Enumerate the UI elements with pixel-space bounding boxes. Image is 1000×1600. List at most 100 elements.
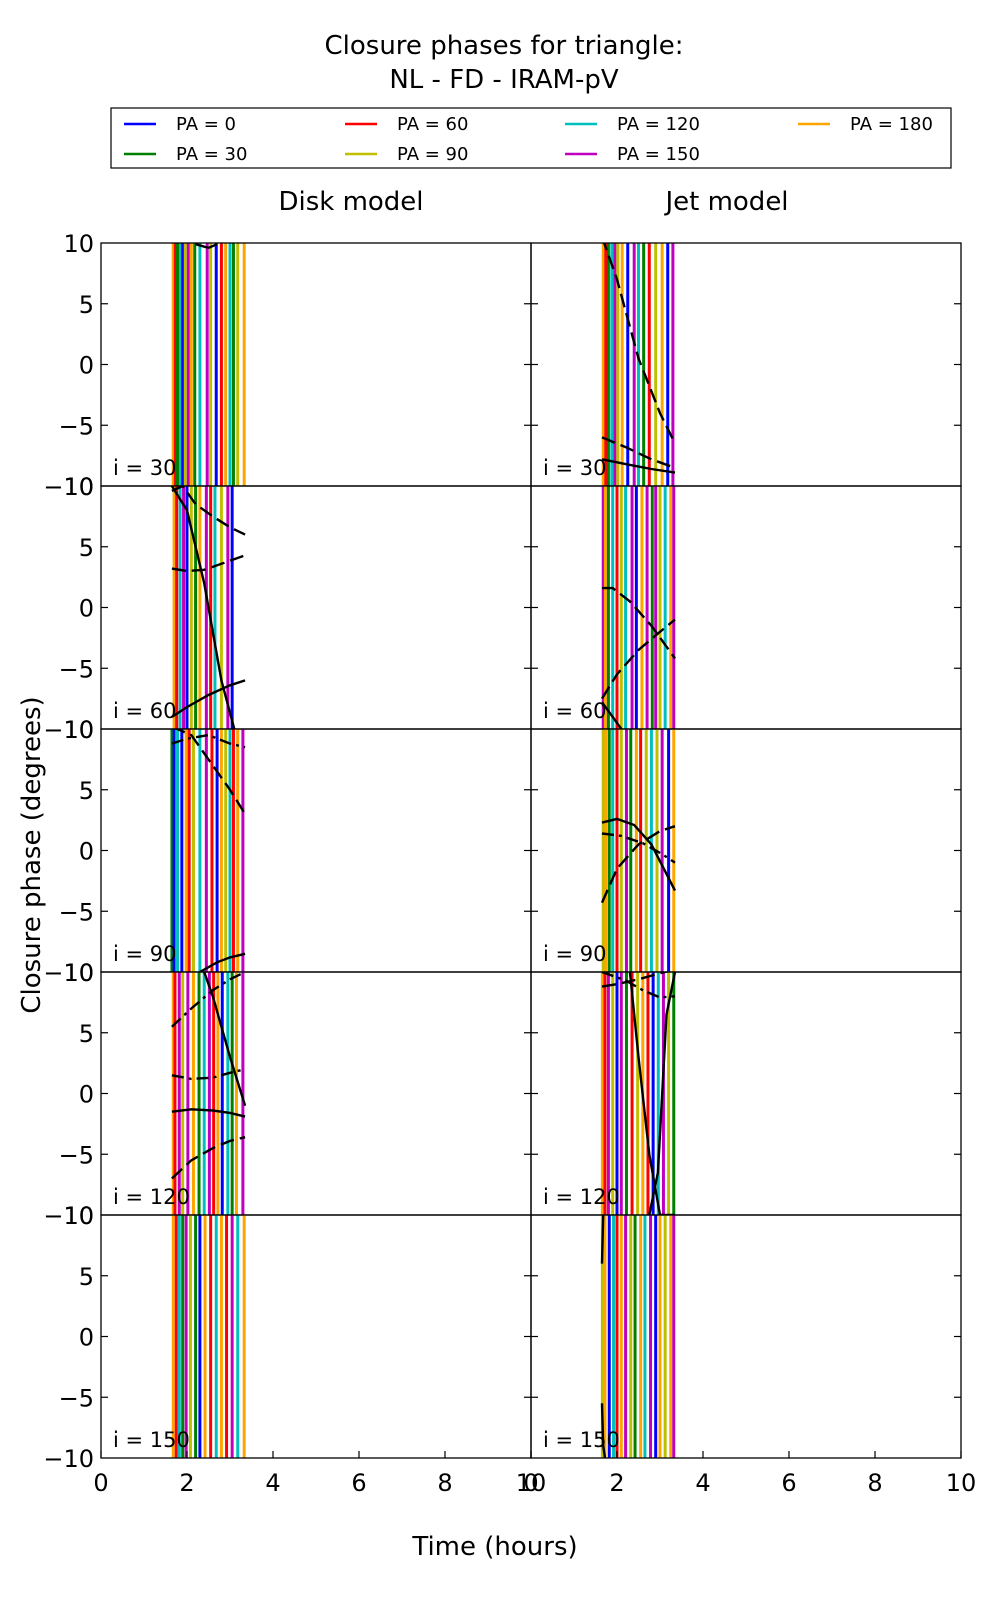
- legend-label-1: PA = 30: [176, 144, 247, 165]
- phase-curve-2: [199, 952, 246, 972]
- phase-curve-0: [171, 972, 246, 1028]
- phase-curve-3: [171, 1136, 246, 1180]
- x-tick-label: 4: [695, 1469, 710, 1497]
- panel-frame: [530, 971, 962, 1216]
- x-tick-label: 10: [516, 1469, 547, 1497]
- y-tick-label: 5: [79, 1020, 94, 1048]
- x-tick-label: 6: [351, 1469, 366, 1497]
- phase-curve-0: [602, 243, 677, 445]
- x-tick-label: 8: [437, 1469, 452, 1497]
- phase-curve-4: [203, 972, 247, 1107]
- panel-r3-c0: [171, 972, 247, 1215]
- chart-subtitle: NL - FD - IRAM-pV: [389, 65, 619, 95]
- y-tick-label: 0: [79, 352, 94, 380]
- panel-frame: [530, 728, 962, 973]
- y-tick-label: 10: [63, 716, 94, 744]
- phase-curve-0: [601, 972, 671, 988]
- y-tick-label: 10: [63, 1202, 94, 1230]
- phase-curve-1: [601, 436, 676, 469]
- y-tick-label: −5: [59, 412, 94, 440]
- inclination-label: i = 60: [543, 699, 607, 723]
- panel-r0-c0: [171, 243, 246, 486]
- panel-r4-c1: [600, 1215, 676, 1458]
- legend-label-5: PA = 150: [617, 144, 700, 165]
- phase-curve-0: [195, 243, 218, 250]
- inclination-label: i = 150: [543, 1428, 620, 1452]
- phase-curve-1: [601, 832, 676, 864]
- column-title-jet: Jet model: [663, 187, 788, 217]
- y-tick-label: 10: [63, 230, 94, 258]
- y-tick-label: 0: [79, 1081, 94, 1109]
- axes-ticks: 1050−5−101050−5−101050−5−101050−5−101050…: [43, 230, 976, 1497]
- panel-frame: [100, 728, 532, 973]
- inclination-label: i = 90: [113, 942, 177, 966]
- phase-curve-3: [171, 679, 246, 718]
- phase-curve-2: [600, 825, 676, 904]
- y-tick-label: 5: [79, 291, 94, 319]
- phase-curve-2: [601, 701, 623, 729]
- panel-frame: [100, 485, 532, 730]
- y-tick-label: 5: [79, 777, 94, 805]
- legend: PA = 0 PA = 30 PA = 60 PA = 90 PA = 120 PA = …: [110, 107, 952, 169]
- x-tick-label: 0: [93, 1469, 108, 1497]
- panel-r0-c1: [601, 243, 677, 486]
- legend-label-0: PA = 0: [176, 114, 236, 135]
- phase-curve-2: [628, 972, 675, 1215]
- panel-r4-c0: [171, 1215, 246, 1458]
- y-tick-label: 5: [79, 534, 94, 562]
- phase-curve-0: [602, 586, 676, 660]
- x-tick-label: 2: [179, 1469, 194, 1497]
- legend-label-4: PA = 120: [617, 114, 700, 135]
- y-tick-label: −5: [59, 655, 94, 683]
- y-tick-label: −10: [43, 1445, 94, 1473]
- panel-frame: [100, 242, 532, 487]
- legend-label-3: PA = 90: [397, 144, 468, 165]
- phase-curve-1: [600, 618, 676, 700]
- phase-curve-0: [601, 817, 677, 892]
- phase-curve-1: [171, 554, 246, 573]
- y-tick-label: 10: [63, 959, 94, 987]
- inclination-label: i = 30: [113, 456, 177, 480]
- y-tick-label: −5: [59, 898, 94, 926]
- y-tick-label: 0: [79, 595, 94, 623]
- panel-frame: [530, 485, 962, 730]
- panel-frame: [530, 242, 962, 487]
- y-axis-label: Closure phase (degrees): [17, 696, 47, 1013]
- panel-frame: [100, 1214, 532, 1459]
- y-tick-label: 0: [79, 1324, 94, 1352]
- inclination-label: i = 30: [543, 456, 607, 480]
- column-title-disk: Disk model: [278, 187, 423, 217]
- inclination-label: i = 90: [543, 942, 607, 966]
- inclination-label: i = 120: [543, 1185, 620, 1209]
- panel-r2-c0: [170, 729, 247, 972]
- x-tick-label: 6: [781, 1469, 796, 1497]
- legend-label-2: PA = 60: [397, 114, 468, 135]
- panel-r1-c1: [600, 486, 676, 729]
- x-tick-label: 2: [609, 1469, 624, 1497]
- panel-r3-c1: [600, 972, 677, 1215]
- panel-grid: i = 30 i = 30 i = 60 i = 60 i = 90 i = 90 i = …: [100, 242, 962, 1459]
- phase-curve-1: [601, 972, 676, 999]
- inclination-label: i = 60: [113, 699, 177, 723]
- x-tick-label: 4: [265, 1469, 280, 1497]
- y-tick-label: 0: [79, 838, 94, 866]
- panel-frame: [100, 971, 532, 1216]
- legend-label-6: PA = 180: [850, 114, 933, 135]
- inclination-label: i = 120: [113, 1185, 190, 1209]
- y-tick-label: −10: [43, 473, 94, 501]
- panel-r1-c0: [170, 486, 246, 729]
- inclination-label: i = 150: [113, 1428, 190, 1452]
- x-tick-label: 8: [867, 1469, 882, 1497]
- phase-curve-2: [171, 1108, 246, 1118]
- panel-r2-c1: [600, 729, 677, 972]
- phase-curve-2: [170, 486, 236, 729]
- x-tick-label: 0: [523, 1469, 538, 1497]
- y-tick-label: −10: [43, 959, 94, 987]
- panel-frame: [530, 1214, 962, 1459]
- phase-curve-0: [600, 1215, 605, 1264]
- y-tick-label: −10: [43, 716, 94, 744]
- y-tick-label: 5: [79, 1263, 94, 1291]
- chart-title: Closure phases for triangle:: [325, 31, 684, 61]
- y-tick-label: 10: [63, 473, 94, 501]
- phase-curve-3: [648, 972, 677, 1215]
